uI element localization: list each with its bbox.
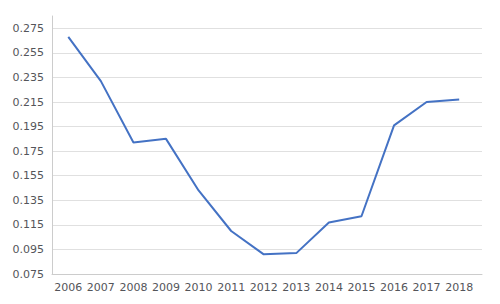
svg-text:2013: 2013 [282, 281, 310, 294]
svg-text:0.135: 0.135 [13, 194, 45, 207]
svg-text:0.095: 0.095 [13, 243, 45, 256]
svg-text:0.255: 0.255 [13, 46, 45, 59]
svg-text:0.275: 0.275 [13, 22, 45, 35]
svg-text:0.235: 0.235 [13, 71, 45, 84]
svg-text:2017: 2017 [413, 281, 441, 294]
svg-text:2007: 2007 [87, 281, 115, 294]
svg-text:2018: 2018 [445, 281, 473, 294]
svg-text:2015: 2015 [347, 281, 375, 294]
svg-text:2012: 2012 [250, 281, 278, 294]
svg-text:0.195: 0.195 [13, 120, 45, 133]
svg-text:0.155: 0.155 [13, 169, 45, 182]
svg-text:2016: 2016 [380, 281, 408, 294]
svg-text:2011: 2011 [217, 281, 245, 294]
svg-text:0.115: 0.115 [13, 218, 45, 231]
svg-text:2009: 2009 [152, 281, 180, 294]
svg-text:0.075: 0.075 [13, 268, 45, 281]
svg-text:2014: 2014 [315, 281, 343, 294]
svg-text:2006: 2006 [54, 281, 82, 294]
svg-text:2008: 2008 [119, 281, 147, 294]
svg-text:0.175: 0.175 [13, 145, 45, 158]
svg-text:0.215: 0.215 [13, 96, 45, 109]
svg-text:2010: 2010 [185, 281, 213, 294]
